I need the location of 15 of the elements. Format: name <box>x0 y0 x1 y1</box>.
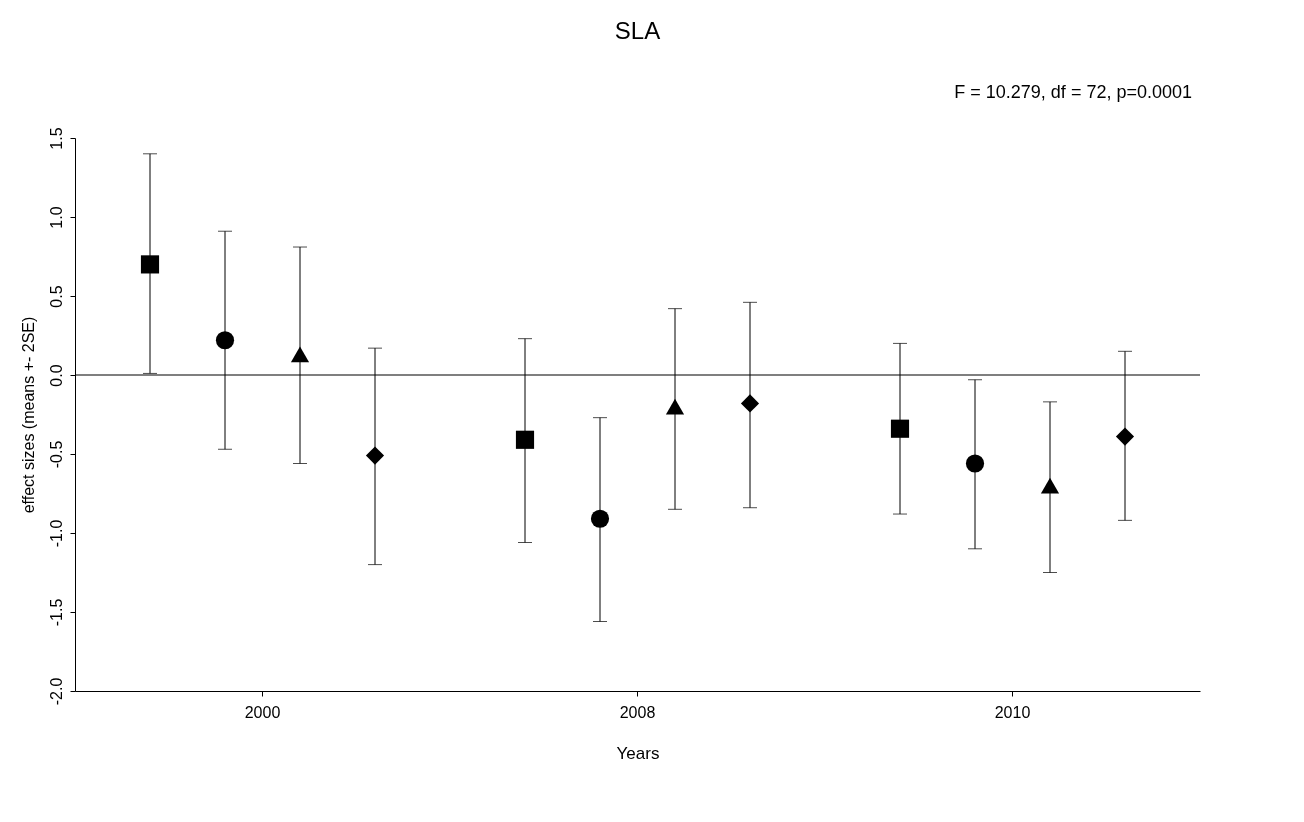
y-tick-label: 0.0 <box>47 364 65 387</box>
y-axis-title: effect sizes (means +- 2SE) <box>19 316 37 514</box>
x-axis-title: Years <box>616 743 660 763</box>
y-tick-label: 0.5 <box>47 285 65 308</box>
y-tick-label: 1.5 <box>47 127 65 150</box>
x-tick-label: 2010 <box>994 703 1031 721</box>
x-tick-label: 2008 <box>619 703 656 721</box>
y-tick-label: 1.0 <box>47 206 65 229</box>
y-tick-label: -1.0 <box>47 519 65 548</box>
y-tick-label: -0.5 <box>47 440 65 469</box>
y-tick-label: -2.0 <box>47 677 65 706</box>
text: F = 10.279, df = 72, p=0.0001 <box>954 82 1192 102</box>
x-tick-label: 2000 <box>244 703 281 721</box>
chart-title: SLA <box>614 17 661 44</box>
y-tick-label: -1.5 <box>47 598 65 627</box>
